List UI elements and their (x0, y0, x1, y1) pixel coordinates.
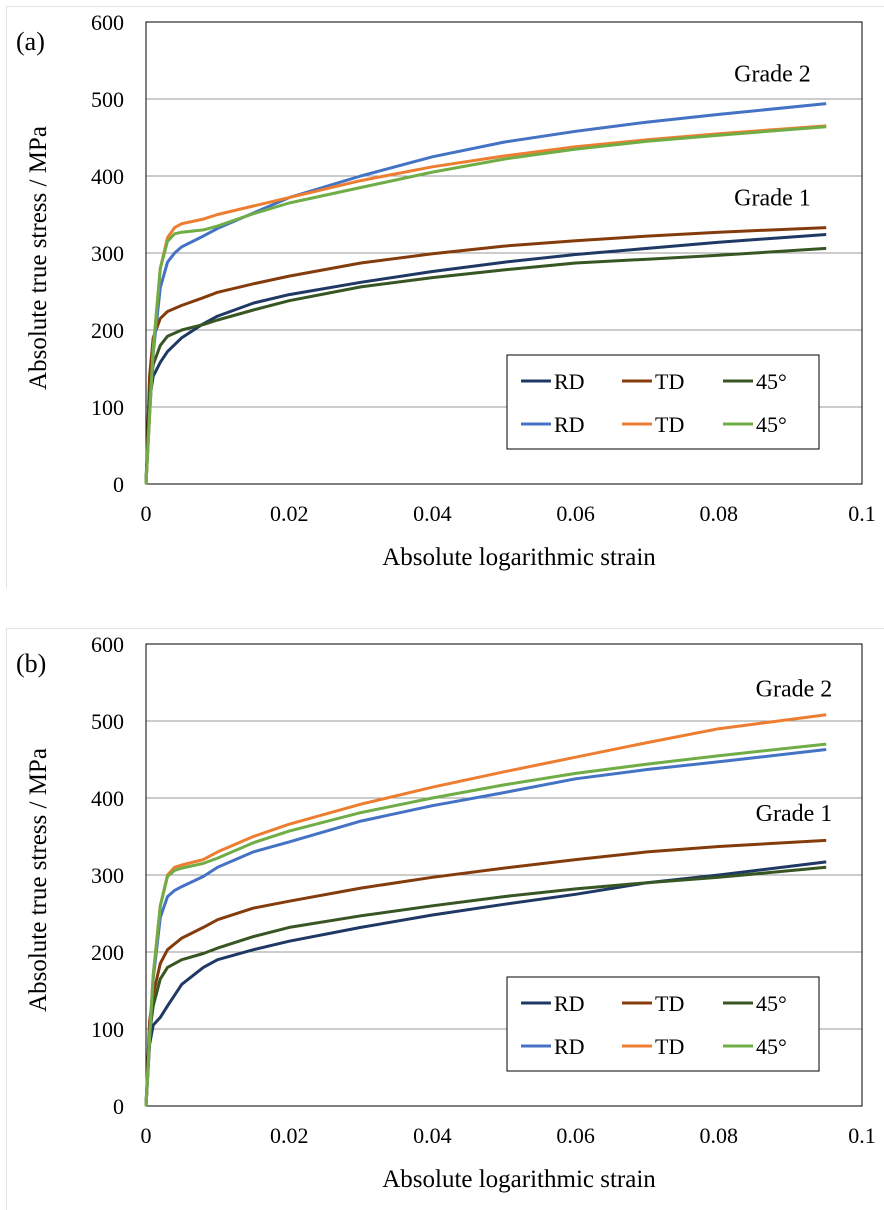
chart-svg-b: 0 100 200 300 400 500 600 0 0.02 0.04 0.06 0.08 0.1 A… (16, 632, 876, 1193)
series-line-3 (144, 246, 827, 485)
legend-label: 45° (756, 412, 787, 437)
x-tick-label: 0.04 (413, 501, 452, 526)
y-tick-label: 300 (91, 241, 124, 266)
x-tick-label: 0 (141, 1123, 152, 1148)
chart-frame (6, 6, 884, 588)
y-tick-label: 400 (91, 164, 124, 189)
y-tick-label: 100 (91, 1017, 124, 1042)
x-tick-label: 0.1 (848, 1123, 876, 1148)
legend-box (506, 976, 820, 1072)
series-line-6 (144, 742, 827, 1107)
legend-label: RD (554, 1034, 585, 1059)
legend-box (506, 354, 820, 450)
chart-frame (6, 628, 884, 1210)
chart-svg-a: 0 100 200 300 400 500 600 0 0.02 0.04 0.06 0.08 0.1 A… (16, 10, 876, 571)
x-axis-label: Absolute logarithmic strain (382, 1166, 656, 1193)
panel-label: (b) (16, 649, 46, 678)
y-tick-label: 500 (91, 87, 124, 112)
x-tick-label: 0.06 (556, 501, 595, 526)
x-tick-label: 0.02 (270, 1123, 309, 1148)
legend: RD TD 45° RD TD 45° (506, 976, 820, 1072)
series-line-1 (144, 233, 827, 485)
annotation-label: Grade 2 (734, 61, 811, 87)
y-tick-label: 200 (91, 318, 124, 343)
x-tick-label: 0.1 (848, 501, 876, 526)
series-group (144, 713, 827, 1107)
x-axis-label: Absolute logarithmic strain (382, 544, 656, 571)
x-tick-label: 0.04 (413, 1123, 452, 1148)
legend-label: TD (655, 369, 684, 394)
chart-panel-a: 0 100 200 300 400 500 600 0 0.02 0.04 0.06 0.08 0.1 A… (0, 0, 884, 588)
legend-label: RD (554, 369, 585, 394)
plot-area (145, 643, 863, 1107)
legend-label: RD (554, 991, 585, 1016)
legend-label: TD (655, 412, 684, 437)
series-line-2 (144, 838, 827, 1107)
y-tick-label: 600 (91, 10, 124, 35)
y-tick-label: 600 (91, 632, 124, 657)
legend-label: RD (554, 412, 585, 437)
x-tick-label: 0.02 (270, 501, 309, 526)
y-tick-label: 0 (113, 1094, 124, 1119)
annotation-label: Grade 2 (756, 676, 833, 702)
series-line-3 (144, 865, 827, 1107)
legend-label: TD (655, 1034, 684, 1059)
series-line-6 (144, 125, 827, 485)
x-tick-label: 0.08 (700, 501, 739, 526)
plot-area (145, 21, 863, 485)
y-tick-label: 0 (113, 472, 124, 497)
y-axis-label: Absolute true stress / MPa (25, 748, 52, 1012)
legend-label: TD (655, 991, 684, 1016)
x-tick-label: 0 (141, 501, 152, 526)
series-line-2 (144, 226, 827, 485)
y-tick-label: 100 (91, 395, 124, 420)
x-tick-label: 0.08 (700, 1123, 739, 1148)
chart-panel-b: 0 100 200 300 400 500 600 0 0.02 0.04 0.06 0.08 0.1 A… (0, 622, 884, 1210)
annotation-label: Grade 1 (734, 185, 811, 211)
y-tick-label: 200 (91, 940, 124, 965)
legend-label: 45° (756, 369, 787, 394)
y-axis-label: Absolute true stress / MPa (25, 126, 52, 390)
panel-label: (a) (16, 27, 45, 56)
legend: RD TD 45° RD TD 45° (506, 354, 820, 450)
legend-label: 45° (756, 1034, 787, 1059)
y-tick-label: 500 (91, 709, 124, 734)
x-tick-label: 0.06 (556, 1123, 595, 1148)
series-line-1 (144, 860, 827, 1107)
y-tick-label: 300 (91, 863, 124, 888)
y-tick-label: 400 (91, 786, 124, 811)
legend-label: 45° (756, 991, 787, 1016)
series-group (144, 102, 827, 485)
annotation-label: Grade 1 (756, 801, 833, 827)
